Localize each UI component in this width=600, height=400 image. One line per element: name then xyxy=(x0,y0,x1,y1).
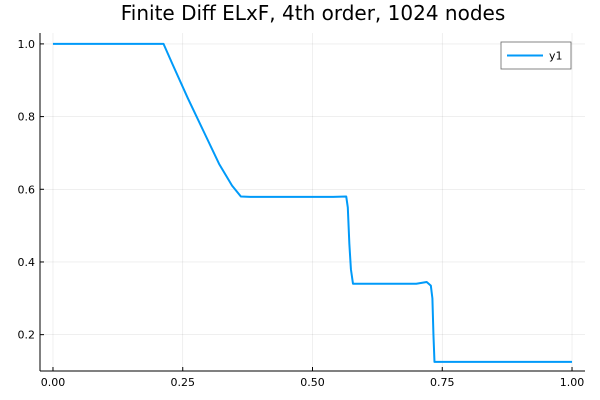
x-tick-label: 0.50 xyxy=(300,376,325,389)
y-tick-label: 0.4 xyxy=(18,256,36,269)
x-tick-labels: 0.00 0.25 0.50 0.75 1.00 xyxy=(41,367,585,389)
y-tick-label: 0.6 xyxy=(18,183,36,196)
x-tick-label: 0.75 xyxy=(430,376,455,389)
grid xyxy=(40,33,585,371)
series-line-y1 xyxy=(52,42,573,363)
x-tick-label: 0.00 xyxy=(41,376,66,389)
legend: y1 xyxy=(500,41,572,70)
series xyxy=(52,42,573,363)
y-tick-label: 0.8 xyxy=(18,111,36,124)
y-tick-label: 1.0 xyxy=(18,38,36,51)
y-tick-labels: 0.2 0.4 0.6 0.8 1.0 xyxy=(18,38,44,342)
legend-label: y1 xyxy=(549,50,563,63)
chart-title: Finite Diff ELxF, 4th order, 1024 nodes xyxy=(121,1,506,25)
x-tick-label: 1.00 xyxy=(560,376,585,389)
x-tick-label: 0.25 xyxy=(170,376,195,389)
y-tick-label: 0.2 xyxy=(18,329,36,342)
